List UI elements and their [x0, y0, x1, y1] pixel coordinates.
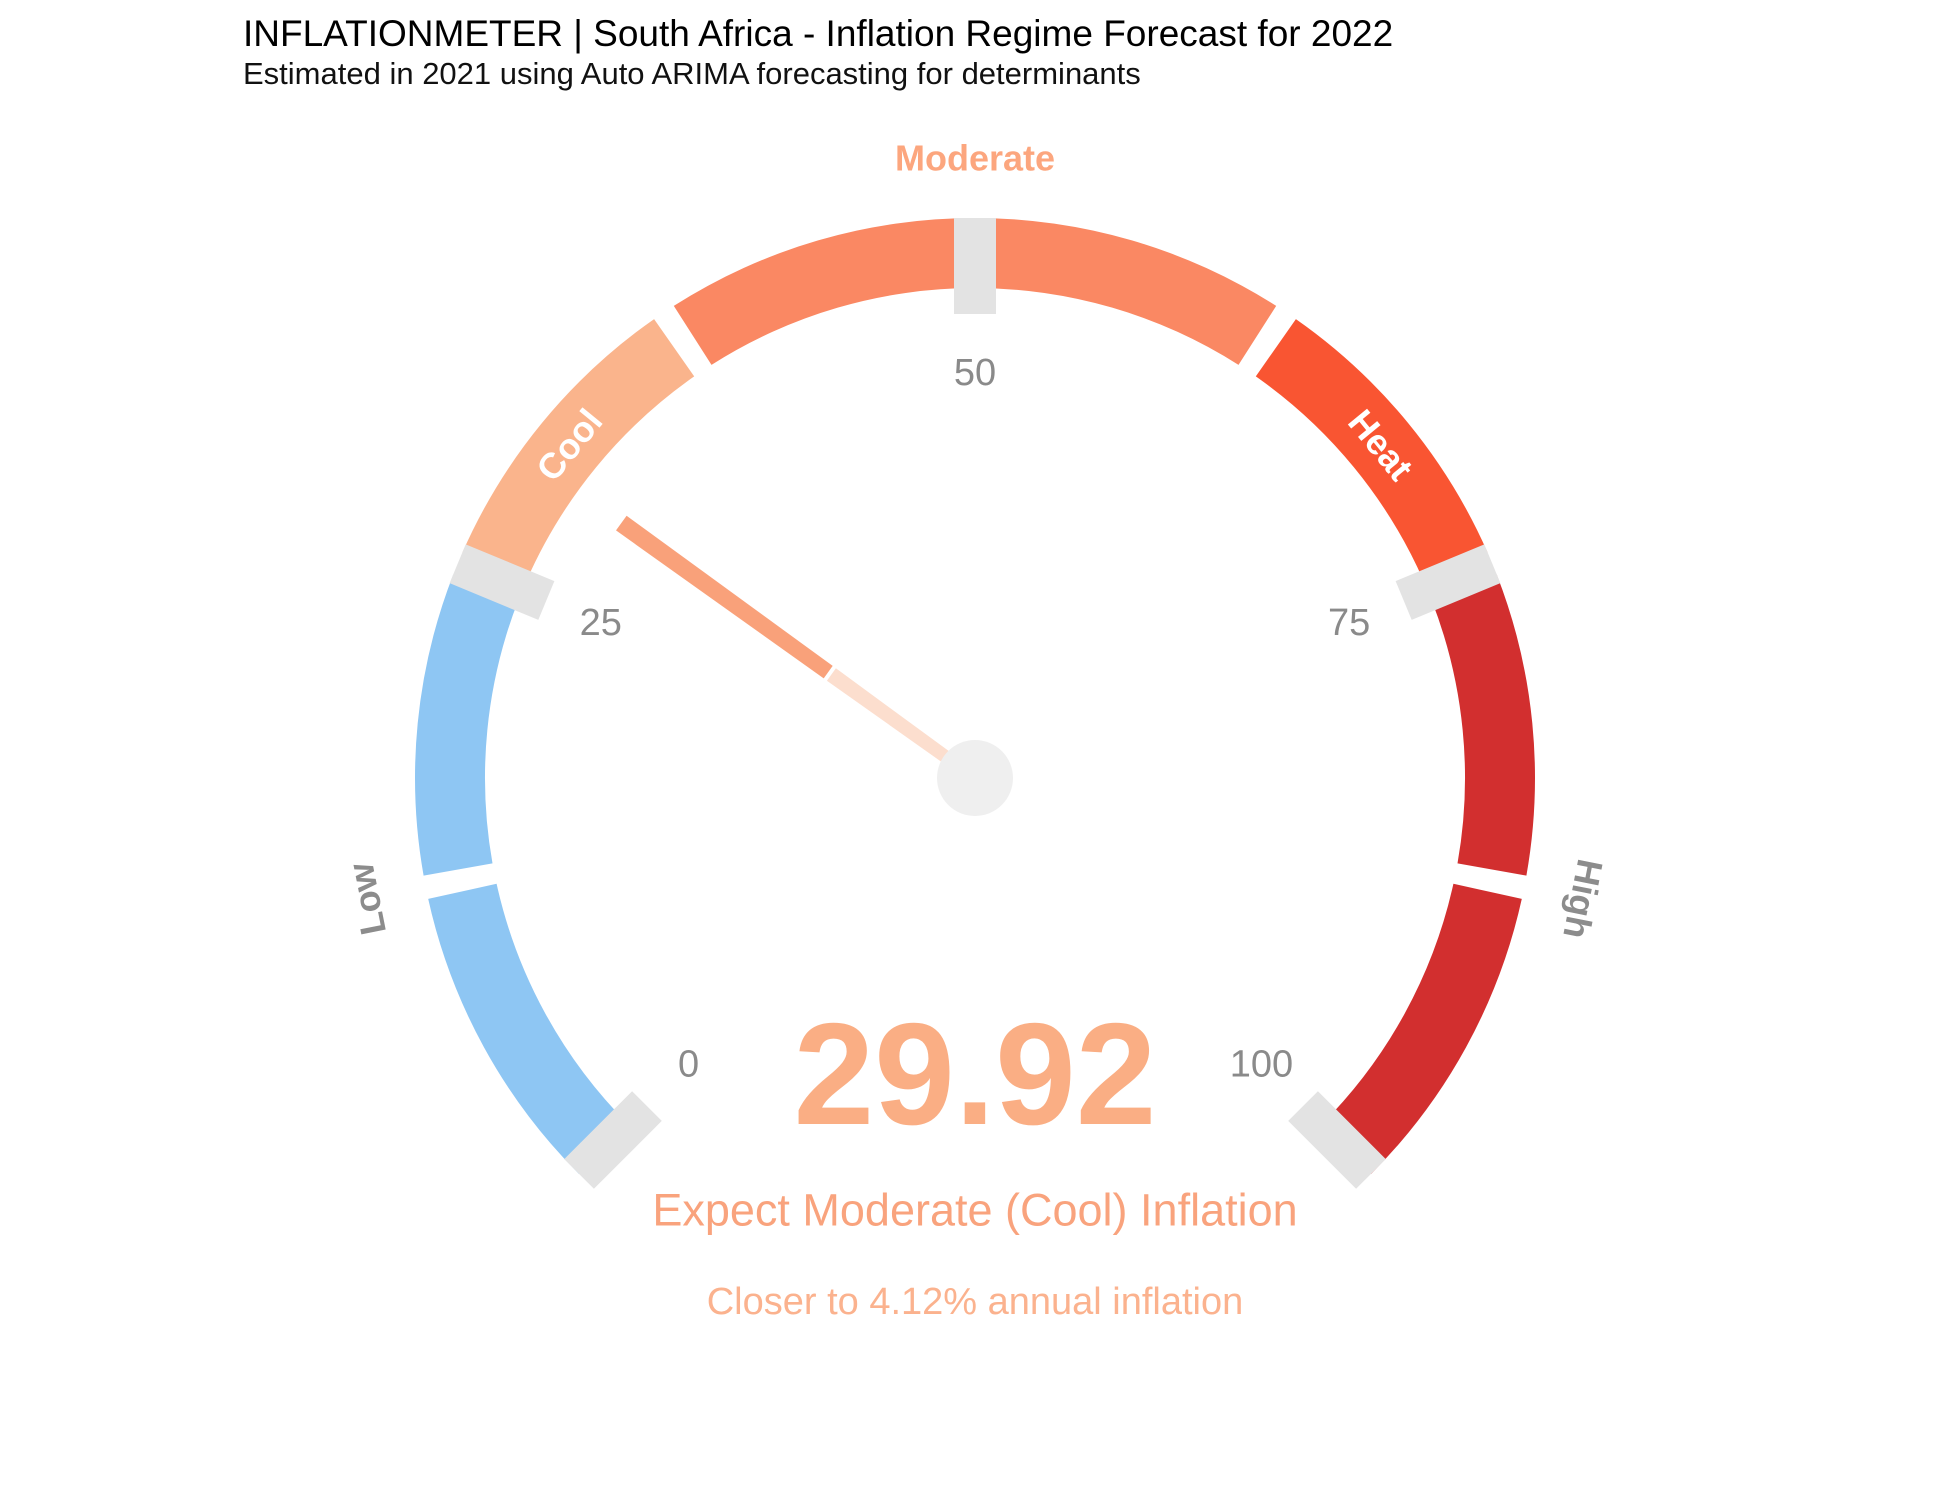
axis-label-75: 75	[1328, 602, 1370, 644]
gauge-arc-segment-moderate-3	[673, 218, 1277, 365]
regime-label-low: Low	[340, 859, 394, 939]
chart-subtitle: Estimated in 2021 using Auto ARIMA forec…	[243, 55, 1141, 91]
gauge-arc-segment-high-6	[1321, 883, 1522, 1174]
regime-label-high: High	[1555, 856, 1611, 942]
axis-tick-0	[564, 1091, 662, 1189]
regime-label-moderate: Moderate	[895, 138, 1055, 179]
gauge-detail-regime: Expect Moderate (Cool) Inflation	[652, 1185, 1297, 1236]
gauge-arc-segment-heat-4	[1255, 319, 1488, 581]
axis-tick-25	[449, 544, 555, 620]
axis-tick-100	[1288, 1091, 1386, 1189]
axis-tick-50	[954, 218, 996, 314]
gauge-detail-annual: Closer to 4.12% annual inflation	[707, 1281, 1244, 1323]
axis-label-0: 0	[678, 1043, 699, 1085]
chart-header: INFLATIONMETER | South Africa - Inflatio…	[243, 12, 1393, 91]
gauge-value: 29.92	[794, 993, 1157, 1155]
needle-hub-icon	[937, 740, 1013, 816]
gauge-needle	[616, 515, 833, 679]
axis-label-50: 50	[954, 352, 996, 394]
gauge-arc-segment-low-0	[428, 883, 629, 1174]
chart-title: INFLATIONMETER | South Africa - Inflatio…	[243, 13, 1394, 54]
axis-label-25: 25	[580, 602, 622, 644]
gauge-arc-segment-low-1	[415, 574, 519, 876]
gauge-needle-base	[826, 668, 952, 764]
gauge-arc-segment-high-5	[1431, 574, 1535, 876]
axis-tick-75	[1395, 544, 1501, 620]
axis-label-100: 100	[1230, 1043, 1293, 1085]
gauge-arc-segment-cool-2	[462, 319, 695, 581]
